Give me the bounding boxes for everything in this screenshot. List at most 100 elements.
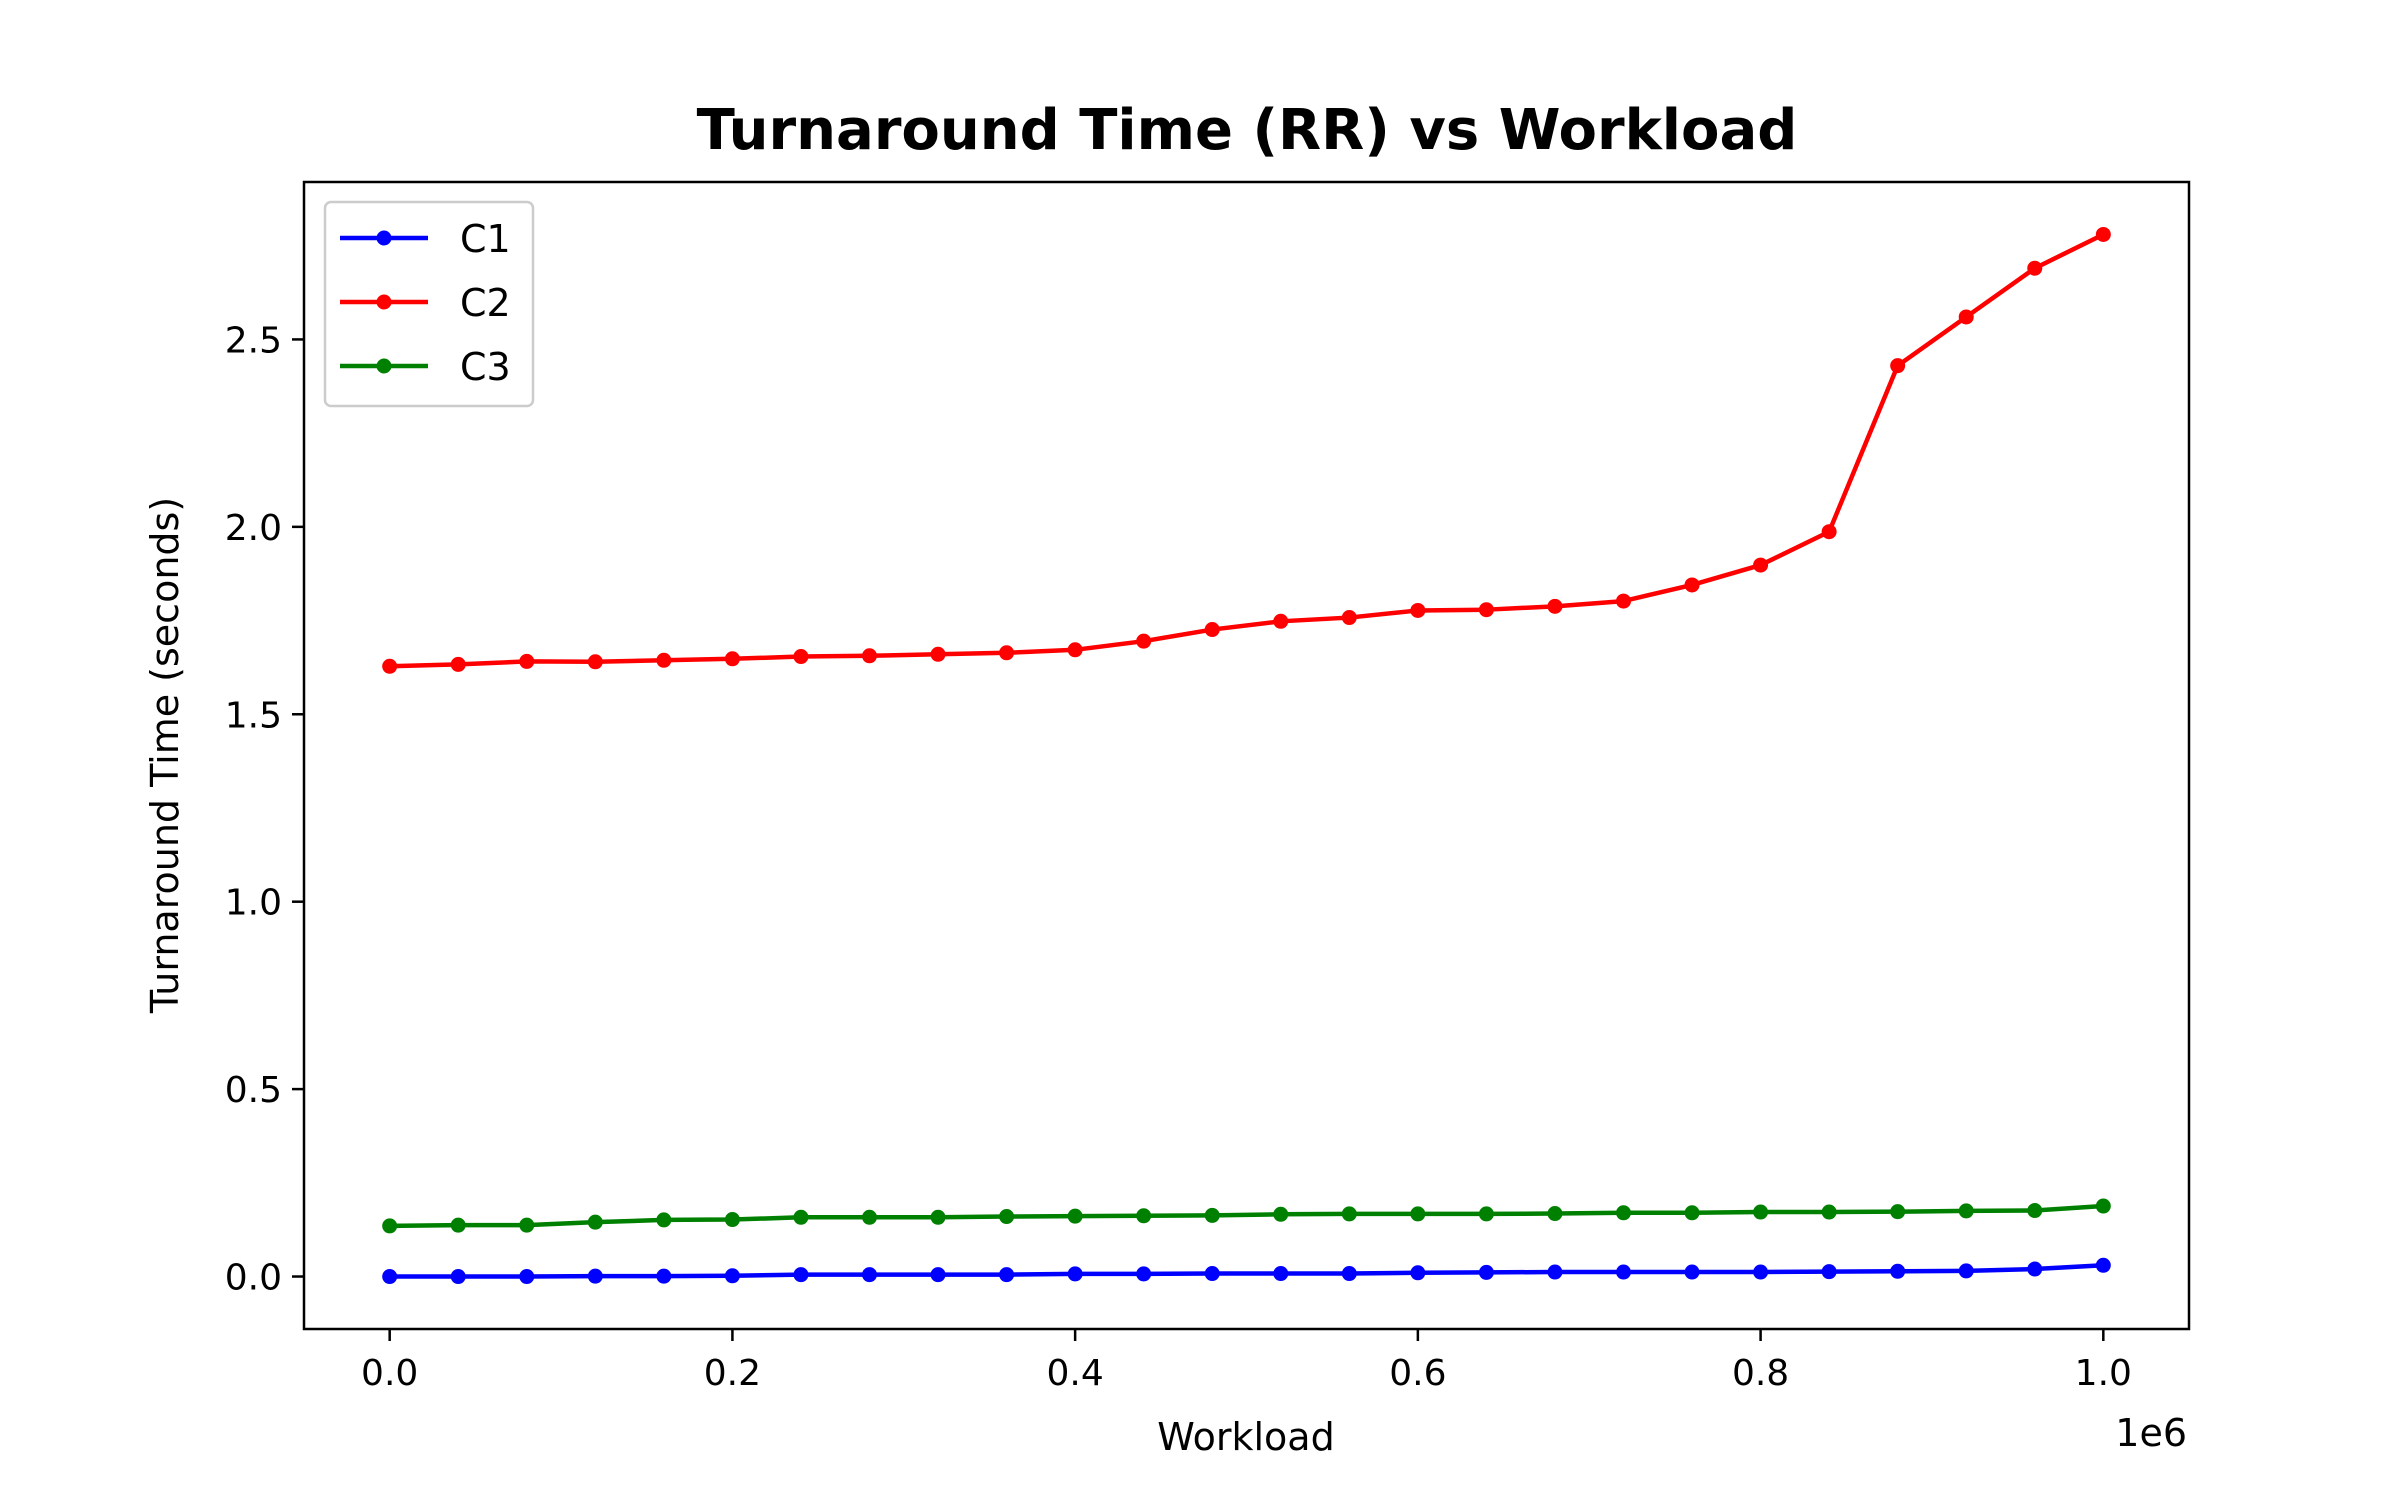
plot-area <box>382 226 2111 1285</box>
data-point-c1 <box>1273 1266 1289 1282</box>
legend-item-c1: C1 <box>340 217 511 261</box>
data-point-c1 <box>930 1267 946 1283</box>
data-point-c3 <box>1410 1206 1426 1222</box>
data-point-c2 <box>1821 524 1837 540</box>
series-line-c1 <box>389 1263 2104 1279</box>
data-point-c2 <box>930 646 946 662</box>
x-tick-label: 0.0 <box>361 1353 418 1394</box>
data-point-c1 <box>656 1268 672 1284</box>
data-point-c2 <box>999 645 1015 661</box>
data-point-c2 <box>1341 610 1357 626</box>
data-point-c3 <box>1136 1208 1152 1224</box>
data-point-c2 <box>1067 642 1083 658</box>
series-c2 <box>382 226 2111 674</box>
data-point-c1 <box>1753 1264 1769 1280</box>
y-tick-label: 2.5 <box>225 320 282 361</box>
x-tick-label: 0.6 <box>1389 1353 1446 1394</box>
data-point-c1 <box>1478 1264 1494 1280</box>
data-point-c1 <box>793 1267 809 1283</box>
series-line-c3 <box>389 1203 2104 1229</box>
data-point-c2 <box>1753 557 1769 573</box>
chart-title: Turnaround Time (RR) vs Workload <box>697 98 1798 163</box>
data-point-c3 <box>1067 1208 1083 1224</box>
data-point-c2 <box>1547 598 1563 614</box>
y-tick-label: 0.0 <box>225 1258 282 1299</box>
legend-marker-c3 <box>376 358 392 374</box>
data-point-c3 <box>999 1209 1015 1225</box>
data-point-c1 <box>1821 1264 1837 1280</box>
data-point-c2 <box>1478 602 1494 618</box>
data-point-c2 <box>2027 260 2043 276</box>
data-point-c3 <box>1341 1206 1357 1222</box>
data-point-c1 <box>1136 1266 1152 1282</box>
data-point-c1 <box>1890 1263 1906 1279</box>
y-tick-label: 1.0 <box>225 883 282 924</box>
x-tick-label: 0.4 <box>1047 1353 1104 1394</box>
data-point-c3 <box>1478 1206 1494 1222</box>
data-point-c2 <box>2095 226 2111 242</box>
data-point-c2 <box>1136 633 1152 649</box>
legend-label-c1: C1 <box>460 217 511 261</box>
data-point-c3 <box>587 1214 603 1230</box>
x-axis-label: Workload <box>1157 1415 1334 1459</box>
data-point-c2 <box>1616 593 1631 609</box>
data-point-c1 <box>1067 1266 1083 1282</box>
series-line-c2 <box>389 232 2105 669</box>
data-point-c1 <box>382 1269 398 1285</box>
legend-marker-c1 <box>376 230 392 246</box>
legend-item-c2: C2 <box>340 281 511 325</box>
data-point-c3 <box>1890 1204 1906 1220</box>
data-point-c3 <box>2095 1198 2111 1214</box>
x-tick-label: 0.8 <box>1732 1353 1789 1394</box>
data-point-c2 <box>1273 613 1289 629</box>
data-point-c2 <box>862 648 877 664</box>
data-point-c3 <box>1821 1204 1837 1220</box>
data-point-c1 <box>450 1269 466 1285</box>
data-point-c1 <box>1410 1265 1426 1281</box>
series-c1 <box>382 1257 2111 1285</box>
data-point-c2 <box>1684 577 1700 593</box>
data-point-c2 <box>793 649 809 665</box>
y-tick-label: 2.0 <box>225 508 282 549</box>
axes-frame <box>302 180 2191 1331</box>
data-point-c2 <box>382 658 398 674</box>
data-point-c3 <box>382 1218 398 1234</box>
legend: C1 C2 C3 <box>323 200 535 408</box>
data-point-c3 <box>450 1217 466 1233</box>
data-point-c1 <box>587 1268 603 1284</box>
data-point-c3 <box>1958 1203 1974 1219</box>
series-c3 <box>382 1198 2111 1234</box>
data-point-c3 <box>519 1217 535 1233</box>
x-tick-label: 0.2 <box>704 1353 761 1394</box>
data-point-c2 <box>450 656 466 672</box>
legend-label-c3: C3 <box>460 345 511 389</box>
y-tick-label: 1.5 <box>225 695 282 736</box>
data-point-c3 <box>2027 1203 2043 1219</box>
data-point-c3 <box>930 1209 946 1225</box>
data-point-c1 <box>1341 1266 1357 1282</box>
data-point-c3 <box>724 1212 740 1228</box>
data-point-c3 <box>1616 1205 1631 1221</box>
data-point-c1 <box>1958 1263 1974 1279</box>
x-axis: 0.0 0.2 0.4 0.6 0.8 1.0 <box>361 1329 2132 1394</box>
data-point-c2 <box>1958 309 1974 325</box>
data-point-c3 <box>1204 1207 1220 1223</box>
data-point-c1 <box>1616 1264 1631 1280</box>
data-point-c3 <box>1753 1204 1769 1220</box>
data-point-c3 <box>656 1212 672 1228</box>
y-axis-label: Turnaround Time (seconds) <box>143 497 187 1014</box>
legend-box <box>323 200 535 408</box>
data-point-c3 <box>862 1209 877 1225</box>
data-point-c1 <box>999 1267 1015 1283</box>
data-point-c1 <box>724 1268 740 1284</box>
y-tick-label: 0.5 <box>225 1070 282 1111</box>
data-point-c2 <box>1204 622 1220 638</box>
data-point-c2 <box>1890 358 1906 374</box>
data-point-c3 <box>1547 1206 1563 1222</box>
data-point-c3 <box>793 1209 809 1225</box>
data-point-c2 <box>724 651 740 667</box>
data-point-c2 <box>587 654 603 670</box>
data-point-c1 <box>1547 1264 1563 1280</box>
